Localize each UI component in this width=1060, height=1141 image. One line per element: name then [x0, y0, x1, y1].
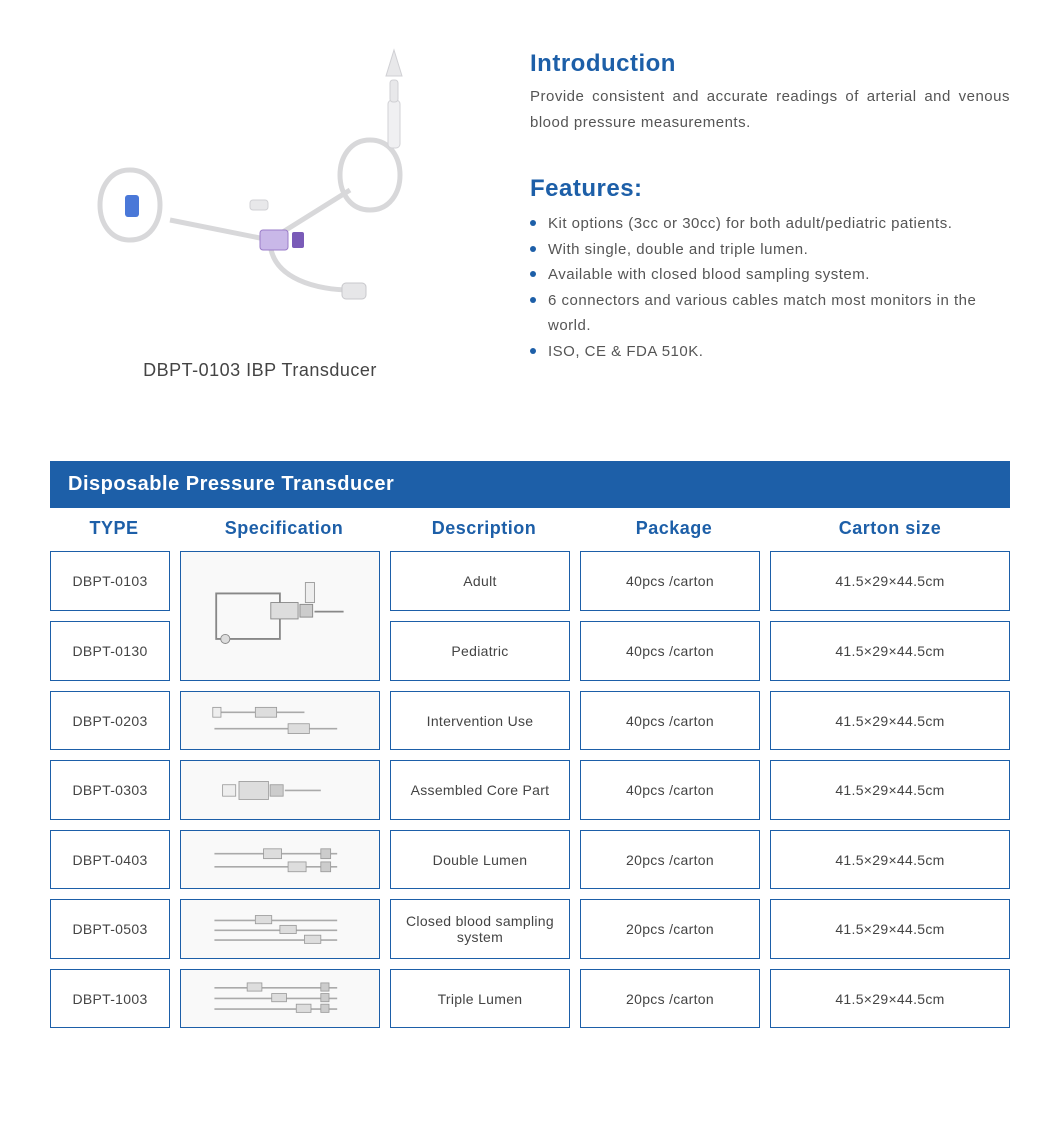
- cell-type: DBPT-0503: [50, 899, 170, 958]
- table-title: Disposable Pressure Transducer: [50, 461, 1010, 508]
- cell-size: 41.5×29×44.5cm: [770, 899, 1010, 958]
- table-row: DBPT-0503 Closed blood sampling system 2…: [50, 899, 1010, 958]
- cell-type: DBPT-0130: [50, 621, 170, 681]
- cell-type: DBPT-1003: [50, 969, 170, 1028]
- product-image: [70, 40, 450, 340]
- cell-desc: Pediatric: [390, 621, 570, 681]
- table-row: DBPT-0203 Intervention Use 40pcs /carton…: [50, 691, 1010, 750]
- feature-item: Available with closed blood sampling sys…: [530, 262, 1010, 288]
- cell-pkg: 40pcs /carton: [580, 691, 760, 750]
- cell-desc: Adult: [390, 551, 570, 611]
- spec-diagram-icon: [198, 564, 362, 668]
- th-pkg: Package: [584, 518, 764, 539]
- th-desc: Description: [394, 518, 574, 539]
- cell-type: DBPT-0303: [50, 760, 170, 819]
- cell-type: DBPT-0403: [50, 830, 170, 889]
- transducer-illustration-icon: [70, 40, 450, 340]
- table-row-group: DBPT-0103 DBPT-0130 Adult 40pcs /carton …: [50, 551, 1010, 681]
- spec-table: Disposable Pressure Transducer TYPE Spec…: [50, 461, 1010, 1028]
- table-header-row: TYPE Specification Description Package C…: [50, 518, 1010, 539]
- intro-heading: Introduction: [530, 50, 1010, 78]
- cell-desc: Assembled Core Part: [390, 760, 570, 819]
- cell-type: DBPT-0203: [50, 691, 170, 750]
- feature-item: 6 connectors and various cables match mo…: [530, 288, 1010, 339]
- product-caption: DBPT-0103 IBP Transducer: [143, 360, 377, 381]
- cell-spec: [180, 691, 380, 750]
- cell-pkg: 40pcs /carton: [580, 551, 760, 611]
- th-type: TYPE: [54, 518, 174, 539]
- spec-diagram-icon: [198, 839, 362, 880]
- cell-desc: Double Lumen: [390, 830, 570, 889]
- cell-desc: Closed blood sampling system: [390, 899, 570, 958]
- cell-pkg: 40pcs /carton: [580, 621, 760, 681]
- cell-spec: [180, 760, 380, 819]
- features-heading: Features:: [530, 175, 1010, 203]
- cell-spec: [180, 969, 380, 1028]
- feature-item: With single, double and triple lumen.: [530, 237, 1010, 263]
- spec-diagram-icon: [198, 909, 362, 950]
- intro-text: Provide consistent and accurate readings…: [530, 84, 1010, 135]
- cell-type: DBPT-0103: [50, 551, 170, 611]
- spec-diagram-icon: [198, 770, 362, 811]
- cell-desc: Triple Lumen: [390, 969, 570, 1028]
- cell-pkg: 20pcs /carton: [580, 899, 760, 958]
- cell-spec: [180, 899, 380, 958]
- feature-item: ISO, CE & FDA 510K.: [530, 339, 1010, 365]
- cell-size: 41.5×29×44.5cm: [770, 969, 1010, 1028]
- cell-size: 41.5×29×44.5cm: [770, 551, 1010, 611]
- cell-pkg: 20pcs /carton: [580, 830, 760, 889]
- cell-spec: [180, 551, 380, 681]
- spec-diagram-icon: [198, 700, 362, 741]
- features-list: Kit options (3cc or 30cc) for both adult…: [530, 211, 1010, 364]
- th-size: Carton size: [774, 518, 1006, 539]
- cell-size: 41.5×29×44.5cm: [770, 691, 1010, 750]
- cell-size: 41.5×29×44.5cm: [770, 830, 1010, 889]
- th-spec: Specification: [184, 518, 384, 539]
- cell-size: 41.5×29×44.5cm: [770, 760, 1010, 819]
- table-row: DBPT-1003 Triple Lumen 20pcs /carton 41.…: [50, 969, 1010, 1028]
- cell-pkg: 40pcs /carton: [580, 760, 760, 819]
- cell-spec: [180, 830, 380, 889]
- table-row: DBPT-0303 Assembled Core Part 40pcs /car…: [50, 760, 1010, 819]
- top-section: DBPT-0103 IBP Transducer Introduction Pr…: [50, 40, 1010, 381]
- product-column: DBPT-0103 IBP Transducer: [50, 40, 470, 381]
- cell-size: 41.5×29×44.5cm: [770, 621, 1010, 681]
- table-row: DBPT-0403 Double Lumen 20pcs /carton 41.…: [50, 830, 1010, 889]
- info-column: Introduction Provide consistent and accu…: [530, 40, 1010, 381]
- cell-pkg: 20pcs /carton: [580, 969, 760, 1028]
- feature-item: Kit options (3cc or 30cc) for both adult…: [530, 211, 1010, 237]
- spec-diagram-icon: [198, 978, 362, 1019]
- cell-desc: Intervention Use: [390, 691, 570, 750]
